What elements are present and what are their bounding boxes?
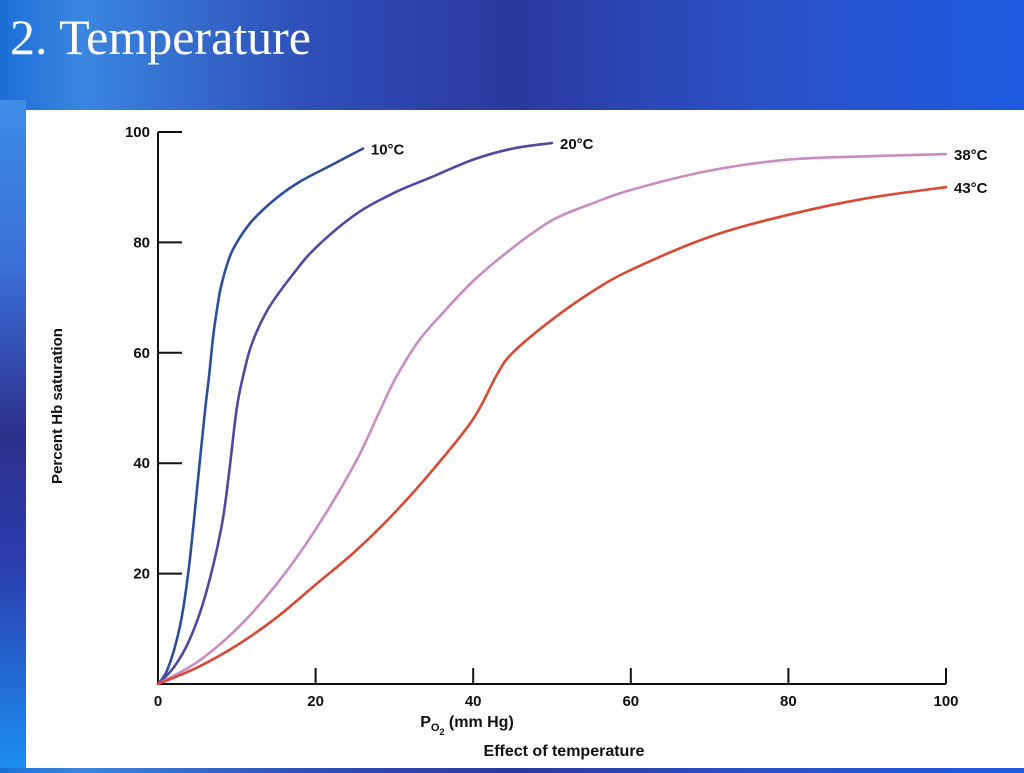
x-tick-label: 100 xyxy=(933,693,958,710)
series-label-38c: 38°C xyxy=(954,147,988,164)
series-label-10c: 10°C xyxy=(371,142,405,159)
y-tick-label: 60 xyxy=(133,345,150,362)
chart-axes xyxy=(157,132,946,685)
y-axis-label: Percent Hb saturation xyxy=(49,328,66,484)
series-label-20c: 20°C xyxy=(560,136,594,153)
x-tick-label: 40 xyxy=(465,693,482,710)
slide-background-strip xyxy=(0,100,26,768)
chart-caption: Effect of temperature xyxy=(484,743,645,760)
chart-ticks: 0 20 40 60 80 100 20 40 60 80 100 xyxy=(125,124,959,710)
chart-panel: 0 20 40 60 80 100 20 40 60 80 100 10°C 20°C 38°C 43°C… xyxy=(26,110,1024,768)
x-tick-label: 60 xyxy=(622,693,639,710)
series-line-38c xyxy=(156,152,948,686)
chart-series xyxy=(156,141,948,686)
x-axis-label-subscript: O xyxy=(431,722,440,734)
x-axis-label-main: P xyxy=(420,714,431,731)
y-tick-label: 20 xyxy=(133,566,150,583)
series-line-43c xyxy=(156,185,948,686)
y-tick-label: 40 xyxy=(133,455,150,472)
chart: 0 20 40 60 80 100 20 40 60 80 100 10°C 20°C 38°C 43°C… xyxy=(49,124,988,760)
y-tick-label: 80 xyxy=(133,234,150,251)
x-tick-label: 80 xyxy=(780,693,797,710)
y-tick-label: 100 xyxy=(125,124,150,141)
x-axis-label: PO2 (mm Hg) xyxy=(420,714,514,737)
x-tick-label: 20 xyxy=(307,693,324,710)
x-tick-label: 0 xyxy=(154,693,162,710)
x-axis-label-subscript-2: 2 xyxy=(439,727,444,737)
series-line-20c xyxy=(156,141,554,686)
slide-title: 2. Temperature xyxy=(10,9,312,65)
series-line-10c xyxy=(156,147,365,686)
x-axis-label-units: (mm Hg) xyxy=(444,714,513,731)
chart-series-labels: 10°C 20°C 38°C 43°C xyxy=(371,136,988,197)
series-label-43c: 43°C xyxy=(954,180,988,197)
